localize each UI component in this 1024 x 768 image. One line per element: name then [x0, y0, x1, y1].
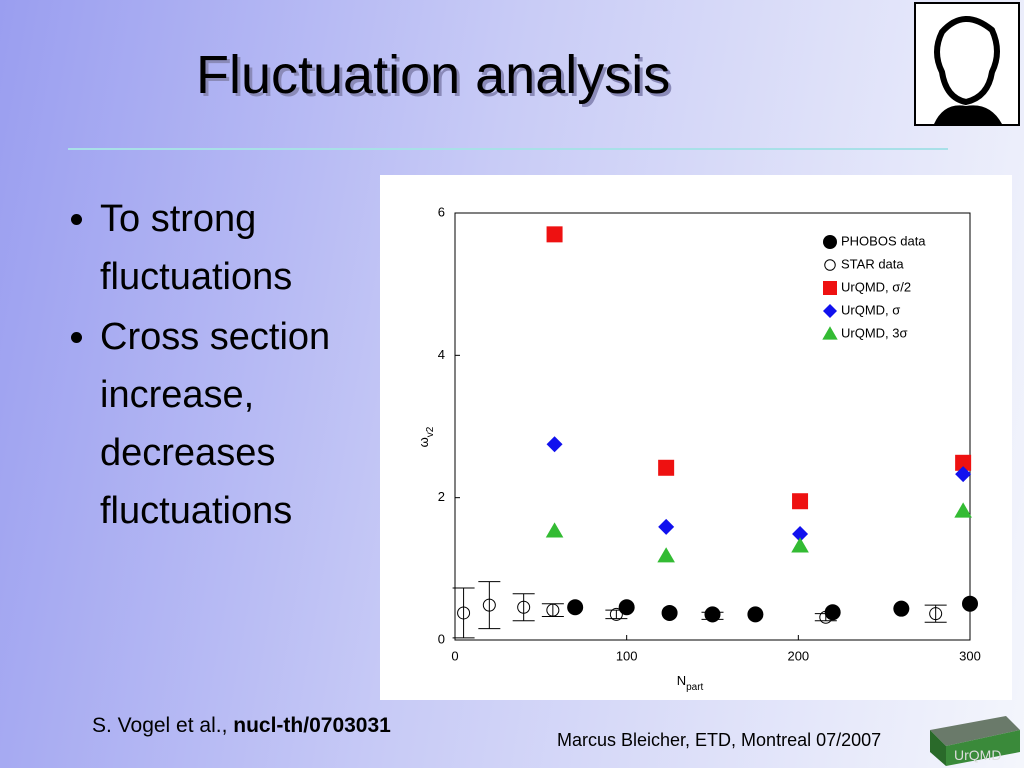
x-tick-label: 300 — [959, 648, 981, 663]
marker — [955, 454, 972, 471]
error-bar — [512, 593, 535, 622]
marker — [824, 604, 841, 621]
marker — [822, 326, 838, 340]
marker — [658, 459, 675, 476]
y-tick-label: 4 — [438, 347, 445, 362]
error-bar — [541, 603, 564, 618]
y-axis-label-main: ω — [416, 437, 431, 447]
error-bar — [452, 587, 475, 639]
marker — [824, 259, 836, 271]
error-bar — [701, 611, 724, 620]
footer: Marcus Bleicher, ETD, Montreal 07/2007 — [557, 730, 882, 750]
logo: UrQMD — [930, 716, 1020, 766]
marker — [658, 518, 675, 535]
marker — [819, 610, 833, 624]
legend-label: UrQMD, 3σ — [841, 325, 908, 340]
marker — [545, 522, 564, 538]
marker — [792, 493, 809, 510]
marker — [823, 281, 837, 295]
marker — [546, 603, 560, 617]
x-tick-label: 100 — [616, 648, 638, 663]
marker — [893, 600, 910, 617]
svg-text:UrQMD: UrQMD — [954, 747, 1001, 763]
bullet: To strong fluctuations — [100, 190, 400, 306]
title-rule — [68, 148, 948, 150]
marker — [546, 226, 563, 243]
plot-frame — [454, 212, 971, 641]
marker — [747, 606, 764, 623]
chart: 0 100 200 300 0 2 4 6 Npart ωv2 PHOBOS data STAR da… — [416, 204, 981, 692]
marker — [609, 607, 623, 621]
x-axis-label-sub: part — [686, 682, 703, 693]
marker — [954, 502, 972, 518]
legend-label: UrQMD, σ — [841, 302, 900, 317]
citation-ref: nucl-th/0703031 — [233, 714, 391, 737]
legend-label: UrQMD, σ/2 — [841, 279, 911, 294]
y-tick-label: 6 — [438, 204, 445, 219]
legend-label: PHOBOS data — [841, 233, 926, 248]
marker — [567, 599, 584, 616]
slide-title: Fluctuation analysis — [196, 45, 671, 105]
y-tick-label: 0 — [438, 631, 445, 646]
error-bar — [478, 581, 501, 630]
legend-label: STAR data — [841, 256, 904, 271]
error-bar — [814, 613, 837, 622]
marker — [962, 595, 978, 612]
y-axis-label: ωv2 — [416, 426, 435, 447]
x-tick-label: 200 — [787, 648, 809, 663]
marker — [657, 547, 675, 563]
citation-prefix: S. Vogel et al., — [92, 714, 234, 737]
x-axis-label-main: N — [677, 673, 686, 688]
portrait — [914, 2, 1020, 126]
x-axis-label: Npart — [677, 673, 704, 692]
marker — [457, 606, 471, 620]
error-bar — [605, 609, 628, 620]
marker — [792, 525, 809, 542]
marker — [823, 235, 837, 249]
x-tick-label: 0 — [451, 648, 458, 663]
marker — [546, 436, 563, 453]
marker — [618, 599, 635, 616]
bullet-list: To strong fluctuations Cross section inc… — [60, 190, 400, 542]
y-tick-label: 2 — [438, 489, 445, 504]
marker — [791, 537, 809, 553]
marker — [823, 304, 837, 318]
marker — [517, 600, 531, 614]
y-axis-label-sub: v2 — [425, 426, 436, 437]
marker — [955, 466, 972, 483]
bullet: Cross section increase, decreases fluctu… — [100, 308, 400, 540]
marker — [661, 604, 678, 621]
marker — [929, 607, 943, 621]
citation: S. Vogel et al., nucl-th/0703031 — [92, 714, 391, 738]
chart-panel: 0 100 200 300 0 2 4 6 Npart ωv2 PHOBOS data STAR da… — [380, 175, 1012, 700]
marker — [706, 609, 719, 623]
marker — [482, 598, 496, 612]
